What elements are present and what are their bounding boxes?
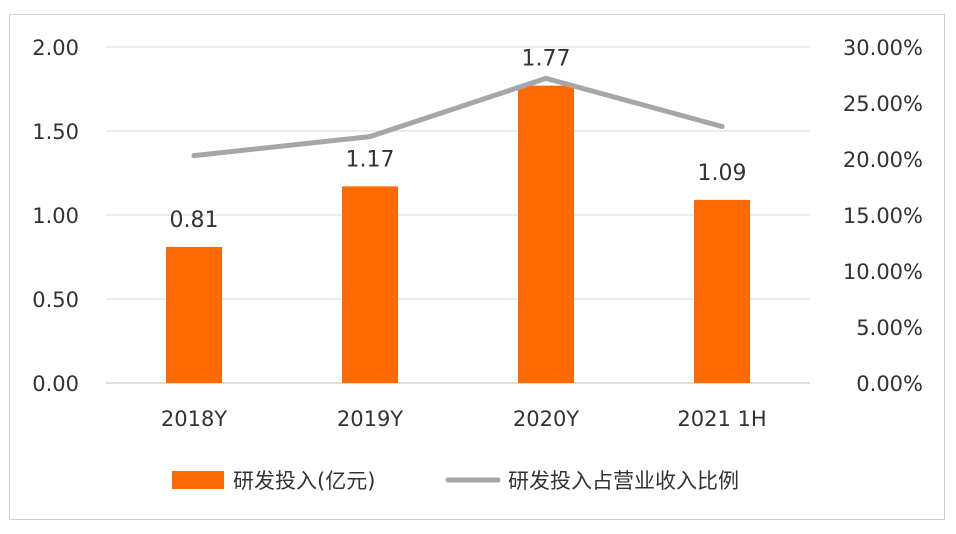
y-right-tick-label: 5.00% — [856, 316, 923, 340]
y-axis-left: 0.00 0.50 1.00 1.50 2.00 — [32, 36, 79, 396]
legend: 研发投入(亿元) 研发投入占营业收入比例 — [172, 469, 739, 493]
x-axis: 2018Y 2019Y 2020Y 2021 1H — [161, 407, 767, 431]
y-right-tick-label: 10.00% — [843, 260, 923, 284]
bar-data-label: 0.81 — [170, 208, 219, 233]
x-tick-label: 2021 1H — [677, 407, 766, 431]
gridlines — [106, 46, 810, 384]
y-right-tick-label: 30.00% — [843, 36, 923, 60]
y-left-tick-label: 1.50 — [32, 120, 79, 144]
line-point — [543, 75, 549, 81]
legend-line-label: 研发投入占营业收入比例 — [508, 469, 739, 493]
y-left-tick-label: 1.00 — [32, 204, 79, 228]
line-point — [367, 134, 373, 140]
y-right-tick-label: 20.00% — [843, 148, 923, 172]
legend-bar-swatch — [172, 471, 224, 489]
x-tick-label: 2019Y — [337, 407, 403, 431]
line-point — [191, 153, 197, 159]
y-right-tick-label: 0.00% — [856, 372, 923, 396]
x-tick-label: 2020Y — [513, 407, 579, 431]
bar-series — [166, 85, 750, 383]
line-series — [191, 75, 725, 159]
data-labels: 0.81 1.17 1.77 1.09 — [170, 47, 747, 233]
line-path — [191, 75, 725, 159]
y-right-tick-label: 25.00% — [843, 92, 923, 116]
y-axis-right: 0.00% 5.00% 10.00% 15.00% 20.00% 25.00% 30.00% — [843, 36, 923, 396]
bar — [342, 186, 398, 383]
bar — [166, 246, 222, 383]
bar-data-label: 1.09 — [698, 161, 747, 186]
y-left-tick-label: 2.00 — [32, 36, 79, 60]
y-left-tick-label: 0.50 — [32, 288, 79, 312]
y-left-tick-label: 0.00 — [32, 372, 79, 396]
bar-data-label: 1.77 — [522, 47, 571, 72]
bar — [518, 85, 574, 383]
bar — [694, 199, 750, 383]
chart-frame — [9, 14, 945, 520]
line-point — [719, 124, 725, 130]
x-tick-label: 2018Y — [161, 407, 227, 431]
bar-data-label: 1.17 — [346, 147, 395, 172]
legend-bar-label: 研发投入(亿元) — [233, 469, 375, 493]
y-right-tick-label: 15.00% — [843, 204, 923, 228]
